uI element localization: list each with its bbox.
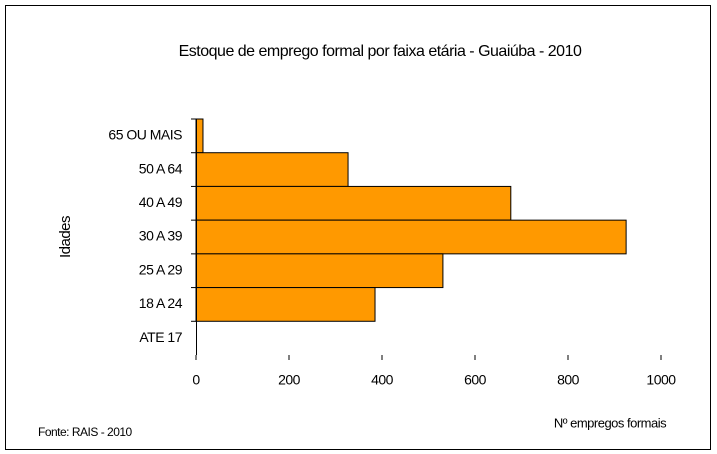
x-tick-label: 200 (278, 372, 301, 388)
bar (195, 118, 204, 154)
y-tick-label: 30 A 39 (139, 228, 183, 244)
y-axis-label: Idades (57, 216, 74, 258)
y-tick-label: 25 A 29 (139, 261, 183, 277)
x-tick-label: 800 (557, 372, 580, 388)
y-tick-label: 65 OU MAIS (108, 127, 182, 143)
x-tick-label: 400 (371, 372, 394, 388)
y-tick-label: ATE 17 (139, 329, 182, 345)
y-tick-label: 40 A 49 (139, 194, 183, 210)
bar (195, 253, 444, 289)
x-tick-label: 0 (192, 372, 200, 388)
y-tick-label: 18 A 24 (139, 295, 183, 311)
bar (195, 287, 376, 322)
y-tick-label: 50 A 64 (139, 160, 183, 176)
bar (195, 185, 512, 221)
x-axis-label: Nº empregos formais (554, 415, 667, 430)
x-tick-label: 1000 (646, 372, 676, 388)
x-tick-label: 600 (464, 372, 487, 388)
chart-title: Estoque de emprego formal por faixa etár… (179, 43, 582, 60)
source-note: Fonte: RAIS - 2010 (38, 425, 133, 439)
bar (195, 219, 627, 255)
bar (195, 152, 349, 187)
